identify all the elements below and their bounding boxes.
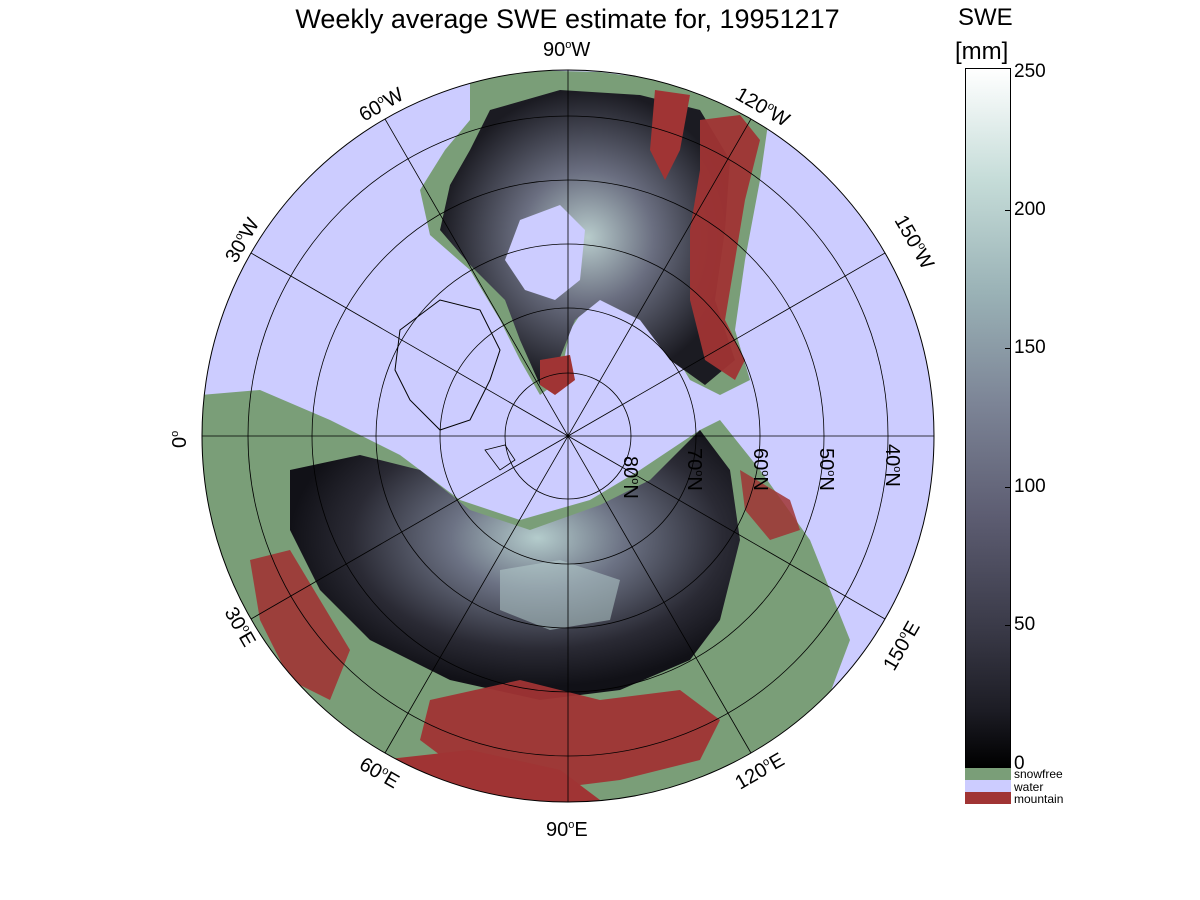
siberia-light-snow <box>500 560 620 630</box>
legend-label-mountain: mountain <box>1014 792 1064 806</box>
legend-swatch-water <box>965 780 1011 792</box>
colorbar-tick-50: 50 <box>1014 614 1036 635</box>
tick-mark <box>1005 487 1011 488</box>
colorbar-tick-250: 250 <box>1014 61 1046 82</box>
latitude-labels: 80oN 70oN 60oN 50oN 40oN <box>619 444 903 499</box>
legend-label-snowfree: snowfree <box>1014 767 1063 781</box>
lon-label-150e: 150oE <box>879 618 924 675</box>
map-title: Weekly average SWE estimate for, 1995121… <box>295 4 840 34</box>
mountain-europe <box>250 550 350 700</box>
lat-label-70n: 70oN <box>683 448 705 491</box>
polar-map: 90oW 60oW 120oW 30oW 150oW 0o 180oW 30oE… <box>169 39 938 841</box>
landmass-eurasia-snow <box>290 430 740 700</box>
swe-colorbar <box>965 68 1011 768</box>
colorbar-tick-100: 100 <box>1014 476 1046 497</box>
colorbar-title: SWE <box>958 4 1013 31</box>
tick-mark <box>1005 625 1011 626</box>
tick-mark <box>1005 210 1011 211</box>
colorbar-tick-0: 0 <box>1014 753 1025 774</box>
lat-label-60n: 60oN <box>749 448 771 491</box>
hudson-bay <box>505 205 585 300</box>
lon-label-90w: 90oW <box>543 39 590 61</box>
legend-label-water: water <box>1014 780 1044 794</box>
lon-label-0: 0o <box>169 431 191 448</box>
lat-label-80n: 80oN <box>619 456 641 499</box>
mountain-rockies <box>690 115 760 380</box>
legend-swatch-snowfree <box>965 768 1011 780</box>
legend-swatch-mountain <box>965 792 1011 804</box>
lat-label-50n: 50oN <box>815 448 837 491</box>
lon-label-150w: 150oW <box>890 212 938 274</box>
graticule <box>201 69 935 803</box>
lon-label-90e: 90oE <box>546 819 588 841</box>
tick-mark <box>1005 348 1011 349</box>
mountain-east-siberia <box>740 470 800 540</box>
colorbar-tick-200: 200 <box>1014 199 1046 220</box>
colorbar-tick-150: 150 <box>1014 337 1046 358</box>
lat-label-40n: 40oN <box>881 444 903 487</box>
greenland-outline <box>394 299 501 431</box>
colorbar-unit: [mm] <box>955 38 1009 65</box>
svalbard-outline <box>484 444 516 471</box>
mountain-alaska <box>650 90 690 180</box>
ellesmere-island <box>540 355 575 395</box>
